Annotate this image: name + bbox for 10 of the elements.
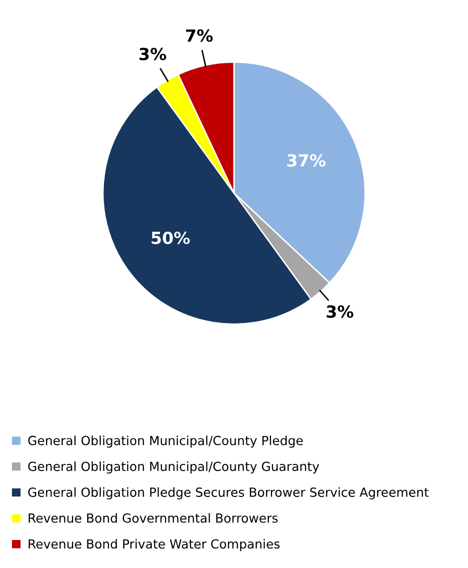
data-label: 7% (186, 29, 213, 42)
legend-label: General Obligation Municipal/County Pledge (28, 436, 303, 448)
data-label: 50% (152, 232, 190, 244)
legend-label: General Obligation Municipal/County Guaranty (28, 461, 320, 474)
data-label: 3% (326, 305, 354, 318)
data-label: 37% (287, 154, 326, 167)
legend-label: Revenue Bond Private Water Companies (28, 538, 280, 552)
data-label: 3% (140, 48, 166, 60)
legend-label: Revenue Bond Governmental Borrowers (28, 513, 278, 523)
legend-label: General Obligation Pledge Secures Borrower Service Agreement (28, 487, 429, 500)
